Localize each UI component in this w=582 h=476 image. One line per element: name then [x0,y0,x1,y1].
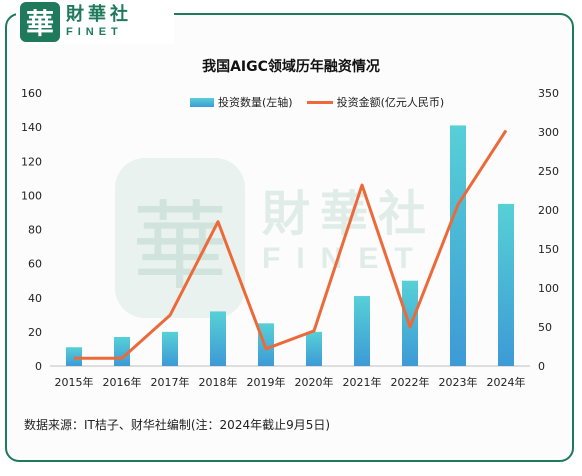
y-right-tick-label: 300 [538,126,559,139]
y-left-tick-label: 160 [21,87,42,100]
x-tick-label: 2017年 [151,375,190,389]
x-tick-label: 2022年 [391,375,430,389]
y-left-tick-label: 20 [28,326,42,339]
x-tick-label: 2018年 [199,375,238,389]
y-left-tick-label: 0 [35,360,42,373]
legend-bar-swatch [190,97,214,107]
brand-logo: 華 財華社 FINET [16,0,174,44]
legend-line-swatch [306,100,333,104]
x-tick-label: 2020年 [295,375,334,389]
y-right-tick-label: 200 [538,204,559,217]
chart-legend: 投资数量(左轴) 投资金额(亿元人民币) [190,94,444,110]
chart-title: 我国AIGC领域历年融资情况 [202,59,380,75]
source-note: 数据来源：IT桔子、财华社编制(注：2024年截止9月5日) [24,418,331,432]
x-tick-label: 2016年 [103,375,142,389]
y-left-tick-label: 120 [21,155,42,168]
y-left-tick-label: 140 [21,121,42,134]
legend-line-label: 投资金额(亿元人民币) [336,96,445,109]
brand-seal-icon: 華 [20,2,60,42]
brand-name-en: FINET [66,26,123,38]
y-right-tick-label: 150 [538,243,559,256]
y-right-tick-label: 100 [538,282,559,295]
y-right-tick-label: 50 [538,321,552,334]
y-left-tick-label: 100 [21,189,42,202]
x-tick-label: 2024年 [487,375,526,389]
bar-2015年 [66,347,82,366]
y-right-tick-label: 250 [538,165,559,178]
bar-2024年 [498,203,514,366]
bar-2018年 [210,311,226,366]
x-tick-label: 2021年 [343,375,382,389]
brand-name-cn: 財華社 [66,4,132,25]
bar-2017年 [162,331,178,366]
y-left-tick-label: 60 [28,258,42,271]
watermark-text: 財華社 FINET [262,190,436,274]
bar-2021年 [354,296,370,366]
y-right-tick-label: 0 [538,360,545,373]
chart-frame [5,13,574,462]
y-left-tick-label: 40 [28,292,42,305]
y-right-tick-label: 350 [538,87,559,100]
bar-2020年 [306,331,322,366]
amount-line [74,129,508,360]
legend-bar-label: 投资数量(左轴) [218,96,293,109]
x-tick-label: 2023年 [439,375,478,389]
y-left-tick-label: 80 [28,224,42,237]
x-tick-label: 2019年 [247,375,286,389]
watermark-name-cn: 財華社 [262,186,437,242]
bar-2023年 [450,125,466,366]
x-tick-label: 2015年 [55,375,94,389]
